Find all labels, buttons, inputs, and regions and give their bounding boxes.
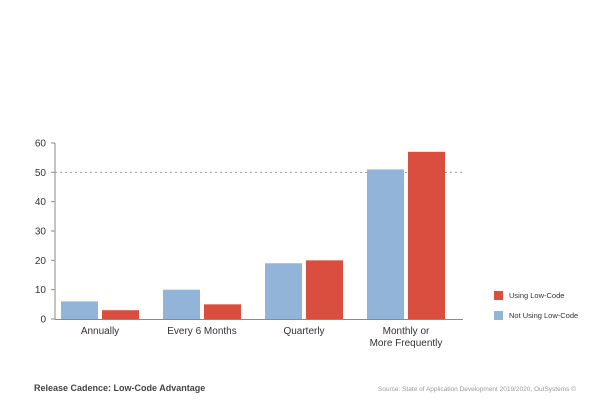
source-note: Source: State of Application Development… <box>377 386 576 393</box>
legend-label-using-low-code: Using Low-Code <box>509 291 565 300</box>
chart-caption: Release Cadence: Low-Code Advantage <box>34 383 206 393</box>
legend-label-not-using-low-code: Not Using Low-Code <box>509 311 579 320</box>
bar-not-using-low-code-1 <box>163 289 200 319</box>
y-tick-label: 40 <box>35 197 47 208</box>
y-tick-label: 30 <box>35 227 47 238</box>
bar-not-using-low-code-2 <box>265 263 302 319</box>
x-category-label: Annually <box>81 326 119 337</box>
y-tick-label: 50 <box>35 168 47 179</box>
bar-using-low-code-1 <box>204 304 241 319</box>
x-category-label: Every 6 Months <box>167 326 236 337</box>
y-tick-label: 20 <box>35 256 47 267</box>
chart-legend: Using Low-Code Not Using Low-Code <box>494 290 594 330</box>
y-tick-label: 0 <box>40 315 46 326</box>
x-category-label: More Frequently <box>370 338 443 349</box>
bar-using-low-code-3 <box>408 151 445 319</box>
y-tick-label: 60 <box>35 139 47 150</box>
legend-swatch-using-low-code <box>494 291 503 300</box>
legend-swatch-not-using-low-code <box>494 311 503 320</box>
x-category-label: Quarterly <box>283 326 324 337</box>
bar-using-low-code-2 <box>306 260 343 319</box>
bar-not-using-low-code-3 <box>367 169 404 319</box>
y-tick-label: 10 <box>35 285 47 296</box>
bar-not-using-low-code-0 <box>61 301 98 319</box>
legend-item-not-using-low-code: Not Using Low-Code <box>494 310 594 321</box>
bar-using-low-code-0 <box>102 310 139 319</box>
legend-item-using-low-code: Using Low-Code <box>494 290 594 301</box>
x-category-label: Monthly or <box>383 326 430 337</box>
